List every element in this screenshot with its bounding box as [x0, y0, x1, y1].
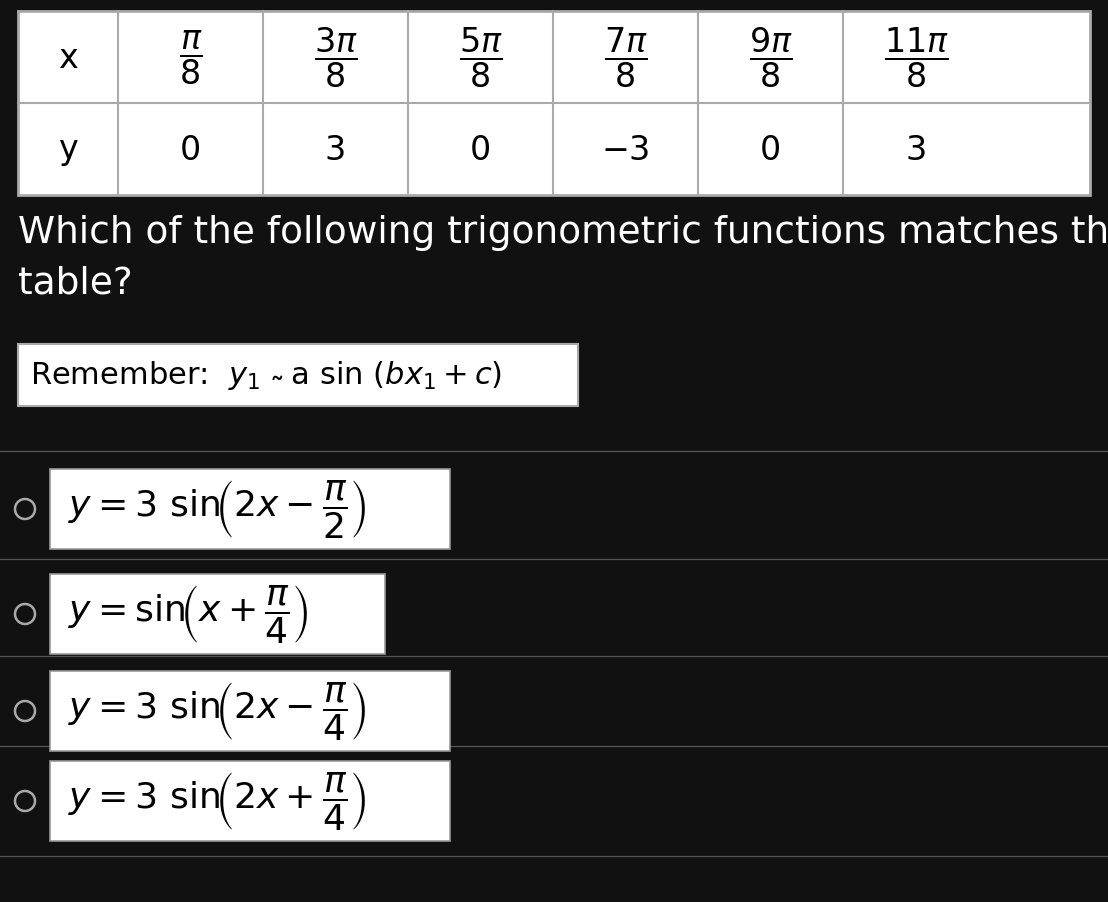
Text: $\dfrac{3\pi}{8}$: $\dfrac{3\pi}{8}$ [314, 26, 358, 90]
Bar [50, 469, 450, 549]
Bar [50, 761, 450, 841]
Text: $\dfrac{5\pi}{8}$: $\dfrac{5\pi}{8}$ [459, 26, 502, 90]
Text: $\dfrac{7\pi}{8}$: $\dfrac{7\pi}{8}$ [604, 26, 647, 90]
Text: $\dfrac{9\pi}{8}$: $\dfrac{9\pi}{8}$ [749, 26, 792, 90]
Bar [50, 671, 450, 751]
Text: $y = \mathrm{sin}\!\left(x + \dfrac{\pi}{4}\right)$: $y = \mathrm{sin}\!\left(x + \dfrac{\pi}… [68, 584, 309, 646]
Bar [18, 12, 1090, 196]
Text: x: x [58, 41, 78, 75]
Text: Remember:  $y_1\ \tilde{\ }\ \mathrm{a\ sin}\ (bx_1 + c)$: Remember: $y_1\ \tilde{\ }\ \mathrm{a\ s… [30, 359, 502, 392]
Text: table?: table? [18, 264, 133, 300]
Text: $y = 3\ \mathrm{sin}\!\left(2x - \dfrac{\pi}{2}\right)$: $y = 3\ \mathrm{sin}\!\left(2x - \dfrac{… [68, 478, 367, 540]
Text: 0: 0 [760, 133, 781, 166]
Text: y: y [58, 133, 78, 166]
Text: $y = 3\ \mathrm{sin}\!\left(2x + \dfrac{\pi}{4}\right)$: $y = 3\ \mathrm{sin}\!\left(2x + \dfrac{… [68, 770, 367, 833]
Text: $\dfrac{11\pi}{8}$: $\dfrac{11\pi}{8}$ [884, 26, 948, 90]
Text: 3: 3 [325, 133, 346, 166]
Text: 0: 0 [470, 133, 491, 166]
Text: Which of the following trigonometric functions matches the: Which of the following trigonometric fun… [18, 215, 1108, 251]
Text: $-3$: $-3$ [602, 133, 649, 166]
Text: 0: 0 [179, 133, 202, 166]
Bar [18, 345, 578, 407]
Text: $y = 3\ \mathrm{sin}\!\left(2x - \dfrac{\pi}{4}\right)$: $y = 3\ \mathrm{sin}\!\left(2x - \dfrac{… [68, 680, 367, 742]
Text: $\dfrac{\pi}{8}$: $\dfrac{\pi}{8}$ [178, 29, 203, 87]
Text: 3: 3 [906, 133, 927, 166]
Bar [50, 575, 384, 654]
